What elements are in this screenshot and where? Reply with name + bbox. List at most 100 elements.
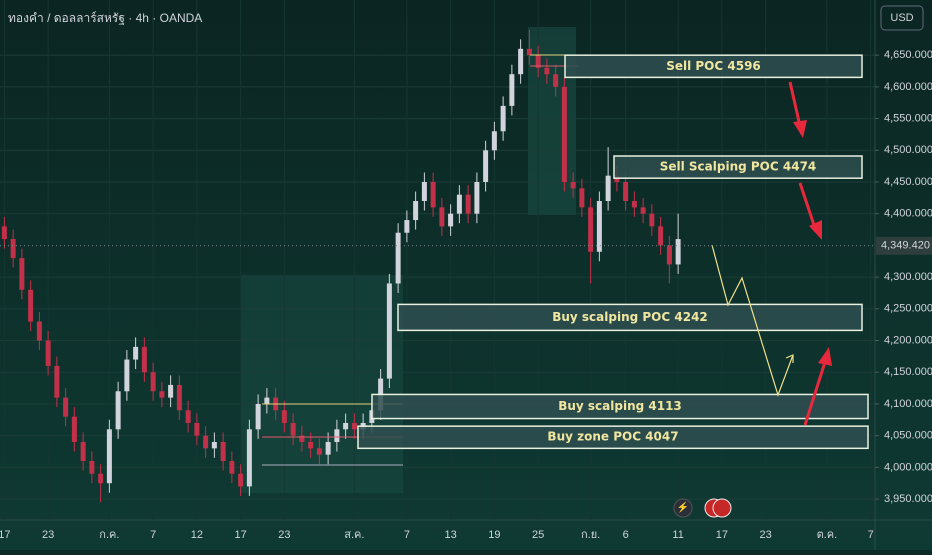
candle-body xyxy=(588,207,594,252)
candle-body xyxy=(553,74,559,87)
candle-body xyxy=(98,473,104,484)
zone-label: Buy scalping 4113 xyxy=(558,399,682,413)
candle-body xyxy=(605,175,611,202)
candle-body xyxy=(176,384,182,411)
candle-body xyxy=(465,194,471,214)
y-tick-label: 4,200.000 xyxy=(884,334,932,346)
candle-body xyxy=(500,105,506,132)
candle-body xyxy=(133,346,139,360)
zone-box xyxy=(397,303,863,332)
zone-box xyxy=(564,54,863,79)
candle-body xyxy=(150,372,156,392)
candle-body xyxy=(491,131,497,151)
last-price-label: 4,349.420 xyxy=(881,240,930,252)
candle-body xyxy=(299,435,305,442)
candle-body xyxy=(518,48,524,75)
candle-body xyxy=(89,461,95,474)
candle-body xyxy=(413,201,419,221)
zone-box xyxy=(613,155,863,179)
candle-body xyxy=(395,232,401,284)
candle-body xyxy=(45,340,51,366)
candle-body xyxy=(579,188,585,208)
candle-body xyxy=(264,397,270,404)
candle-body xyxy=(168,384,174,398)
currency: USD xyxy=(890,12,913,24)
x-tick-label: 17 xyxy=(0,529,11,541)
candle-body xyxy=(535,55,541,68)
zone-box xyxy=(357,425,869,450)
candle-body xyxy=(325,442,331,455)
candle-body xyxy=(631,201,637,208)
candle-body xyxy=(106,429,112,484)
candle-body xyxy=(561,86,567,182)
arrow xyxy=(788,81,802,127)
candle-body xyxy=(316,448,322,455)
candle-body xyxy=(211,442,217,449)
x-tick-label: ต.ค. xyxy=(817,529,838,541)
candle-body xyxy=(526,48,532,56)
icon[interactable] xyxy=(673,498,693,518)
y-tick-label: 4,150.000 xyxy=(884,366,932,378)
arrowhead xyxy=(818,347,832,366)
candle-body xyxy=(334,429,340,442)
candle-body xyxy=(28,289,34,322)
volume-profile-area xyxy=(241,275,403,493)
candle-body xyxy=(220,442,226,462)
arrowhead xyxy=(793,120,807,138)
candle-body xyxy=(1,226,7,240)
x-tick-label: 13 xyxy=(445,529,457,541)
candle-body xyxy=(290,422,296,436)
zone-label: Buy zone POC 4047 xyxy=(547,430,678,444)
y-tick-label: 4,300.000 xyxy=(884,271,932,283)
candle-body xyxy=(456,194,462,214)
candle-body xyxy=(386,283,392,379)
candle-body xyxy=(141,346,147,373)
zones: Sell POC 4596 Sell Scalping POC 4474 Buy s… xyxy=(357,54,869,450)
candle-body xyxy=(246,429,252,487)
currency-button[interactable] xyxy=(880,5,924,31)
y-tick-label: 4,650.000 xyxy=(884,49,932,61)
x-tick-label: ก.ย. xyxy=(581,529,600,541)
icon-glyph: ⚡ xyxy=(677,501,689,514)
candle-body xyxy=(115,391,121,430)
projection-path xyxy=(711,244,794,397)
candle-body xyxy=(439,207,445,227)
x-tick-label: ส.ค. xyxy=(344,529,364,541)
candle-body xyxy=(194,422,200,436)
x-tick-label: 23 xyxy=(760,529,772,541)
arrows xyxy=(788,81,832,426)
icon[interactable] xyxy=(712,498,732,518)
candle-body xyxy=(404,220,410,233)
candle-body xyxy=(124,359,130,392)
candle-body xyxy=(203,435,209,449)
candle-body xyxy=(36,321,42,341)
zone-label: Buy scalping POC 4242 xyxy=(552,310,708,324)
last-price-tag xyxy=(876,236,932,255)
candle-body xyxy=(430,182,436,208)
x-tick-label: 25 xyxy=(532,529,544,541)
candle-body xyxy=(238,473,244,487)
candle-body xyxy=(71,416,77,442)
x-tick-label: 19 xyxy=(488,529,500,541)
candle-body xyxy=(308,442,314,449)
y-tick-label: 4,600.000 xyxy=(884,81,932,93)
x-tick-label: 23 xyxy=(42,529,54,541)
candle-body xyxy=(63,397,69,417)
candle-body xyxy=(281,410,287,423)
zone-label: Sell POC 4596 xyxy=(666,59,761,73)
candle-body xyxy=(448,213,454,227)
y-tick-label: 4,450.000 xyxy=(884,176,932,188)
candle-body xyxy=(474,182,480,214)
x-tick-label: 11 xyxy=(672,529,683,541)
candle-body xyxy=(54,365,60,398)
candle-body xyxy=(255,403,261,430)
candle-body xyxy=(658,226,664,246)
candle-body xyxy=(623,182,629,202)
x-tick-label: 7 xyxy=(404,529,410,541)
candle-body xyxy=(185,410,191,423)
arrowhead xyxy=(809,220,822,240)
x-tick-label: 7 xyxy=(150,529,156,541)
x-tick-label: 17 xyxy=(716,529,728,541)
